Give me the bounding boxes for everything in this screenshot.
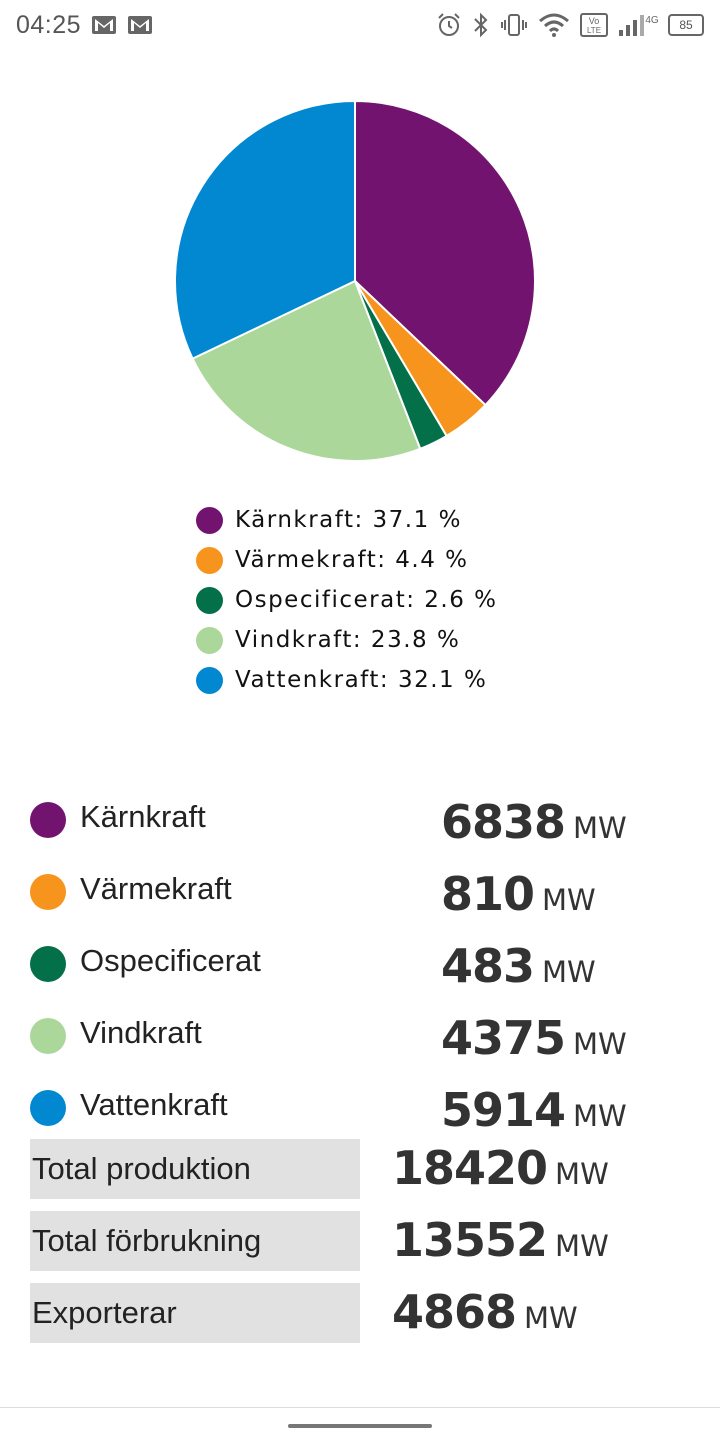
source-value: 4375 MW	[441, 1011, 627, 1065]
legend-label-vindkraft: Vindkraft: 23.8 %	[235, 627, 461, 653]
source-value-number: 483	[441, 939, 535, 993]
source-row-varmekraft: Värmekraft 810 MW	[0, 857, 720, 929]
pie-slice-karnkraft[interactable]	[354, 99, 536, 407]
total-row-produktion: Total produktion 18420 MW	[0, 1139, 720, 1211]
source-unit: MW	[573, 811, 627, 845]
source-unit: MW	[542, 883, 596, 917]
legend-item-karnkraft: Kärnkraft: 37.1 %	[196, 500, 596, 540]
legend-dot-ospecificerat	[196, 586, 223, 614]
source-row-ospecificerat: Ospecificerat 483 MW	[0, 929, 720, 1001]
total-label: Exporterar	[30, 1283, 360, 1343]
alarm-icon	[436, 12, 462, 38]
source-name: Ospecificerat	[80, 943, 261, 978]
source-dot-vattenkraft	[30, 1090, 66, 1126]
source-value-number: 5914	[441, 1083, 566, 1137]
total-value-number: 18420	[392, 1141, 548, 1195]
gmail-icon	[127, 14, 153, 36]
clock: 04:25	[16, 10, 82, 39]
legend-dot-vindkraft	[196, 626, 223, 654]
source-name: Kärnkraft	[80, 799, 206, 834]
energy-pie-chart	[0, 80, 720, 480]
total-unit: MW	[524, 1301, 578, 1335]
source-dot-ospecificerat	[30, 946, 66, 982]
signal-icon: 4G	[618, 12, 658, 38]
source-unit: MW	[573, 1099, 627, 1133]
wifi-icon	[538, 12, 570, 38]
legend-label-ospecificerat: Ospecificerat: 2.6 %	[235, 587, 498, 613]
legend-label-karnkraft: Kärnkraft: 37.1 %	[235, 507, 462, 533]
total-unit: MW	[555, 1229, 609, 1263]
legend-label-varmekraft: Värmekraft: 4.4 %	[235, 547, 469, 573]
source-dot-varmekraft	[30, 874, 66, 910]
gmail-icon	[91, 14, 117, 36]
svg-text:Vo: Vo	[589, 16, 600, 26]
source-value: 5914 MW	[441, 1083, 627, 1137]
source-value-number: 4375	[441, 1011, 566, 1065]
svg-text:LTE: LTE	[587, 26, 601, 35]
total-row-exporterar: Exporterar 4868 MW	[0, 1283, 720, 1355]
legend-dot-vattenkraft	[196, 666, 223, 694]
source-dot-karnkraft	[30, 802, 66, 838]
navigation-bar	[0, 1407, 720, 1441]
source-name: Vattenkraft	[80, 1087, 228, 1122]
legend-item-varmekraft: Värmekraft: 4.4 %	[196, 540, 596, 580]
total-label: Total produktion	[30, 1139, 360, 1199]
legend-dot-karnkraft	[196, 506, 223, 534]
total-value: 13552 MW	[392, 1213, 609, 1267]
legend-dot-varmekraft	[196, 546, 223, 574]
total-row-forbrukning: Total förbrukning 13552 MW	[0, 1211, 720, 1283]
pie-chart-svg	[174, 99, 536, 462]
source-value-number: 6838	[441, 795, 566, 849]
source-value-number: 810	[441, 867, 535, 921]
source-value: 810 MW	[441, 867, 596, 921]
total-value: 18420 MW	[392, 1141, 609, 1195]
status-bar-right: Vo LTE 4G 85	[436, 12, 704, 38]
production-table: Kärnkraft 6838 MW Värmekraft 810 MW Ospeci…	[0, 785, 720, 1361]
source-row-karnkraft: Kärnkraft 6838 MW	[0, 785, 720, 857]
status-bar-left: 04:25	[16, 11, 153, 40]
total-value-number: 4868	[392, 1285, 517, 1339]
vibrate-icon	[500, 12, 528, 38]
home-gesture-handle[interactable]	[288, 1424, 432, 1428]
source-value: 6838 MW	[441, 795, 627, 849]
source-unit: MW	[542, 955, 596, 989]
source-unit: MW	[573, 1027, 627, 1061]
legend-item-ospecificerat: Ospecificerat: 2.6 %	[196, 580, 596, 620]
legend-item-vindkraft: Vindkraft: 23.8 %	[196, 620, 596, 660]
volte-icon: Vo LTE	[580, 12, 608, 38]
status-bar: 04:25 Vo LTE 4G 85	[0, 0, 720, 50]
source-value: 483 MW	[441, 939, 596, 993]
legend-label-vattenkraft: Vattenkraft: 32.1 %	[235, 667, 488, 693]
total-value-number: 13552	[392, 1213, 548, 1267]
pie-slice-vattenkraft[interactable]	[174, 99, 356, 360]
bluetooth-icon	[472, 12, 490, 38]
battery-icon: 85	[668, 14, 704, 36]
total-value: 4868 MW	[392, 1285, 578, 1339]
legend-item-vattenkraft: Vattenkraft: 32.1 %	[196, 660, 596, 700]
chart-legend: Kärnkraft: 37.1 % Värmekraft: 4.4 % Ospe…	[196, 500, 596, 700]
source-name: Värmekraft	[80, 871, 232, 906]
source-row-vattenkraft: Vattenkraft 5914 MW	[0, 1073, 720, 1145]
total-unit: MW	[555, 1157, 609, 1191]
source-row-vindkraft: Vindkraft 4375 MW	[0, 1001, 720, 1073]
source-name: Vindkraft	[80, 1015, 202, 1050]
pie-slice-vindkraft[interactable]	[191, 279, 422, 462]
network-type: 4G	[645, 15, 658, 26]
source-dot-vindkraft	[30, 1018, 66, 1054]
total-label: Total förbrukning	[30, 1211, 360, 1271]
